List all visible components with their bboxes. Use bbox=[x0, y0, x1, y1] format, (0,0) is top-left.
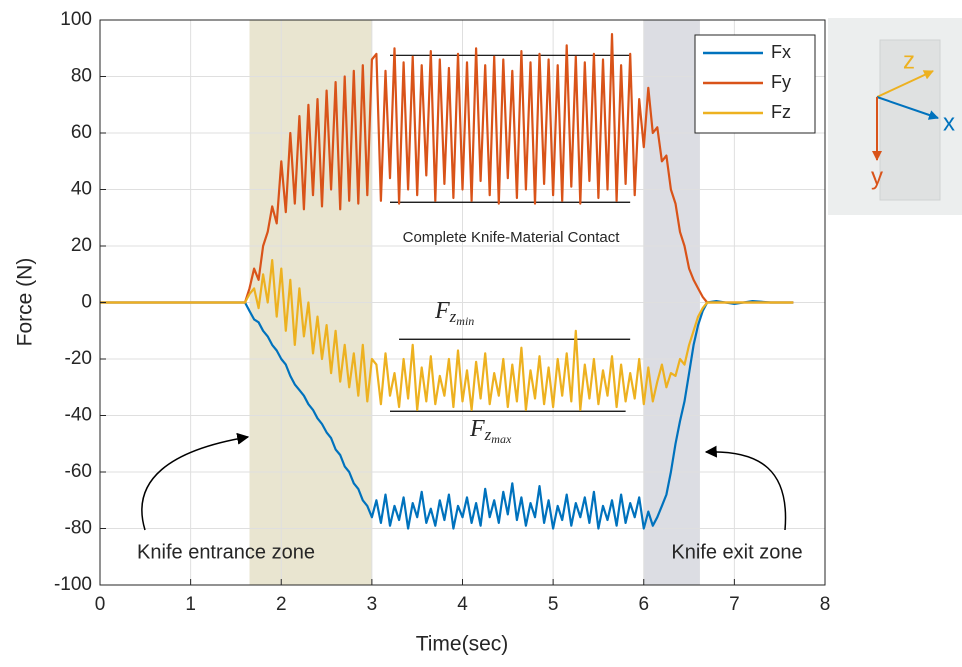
y-tick-label: 40 bbox=[71, 179, 92, 200]
annotation: Fzmax bbox=[469, 416, 512, 446]
annotation: Complete Knife-Material Contact bbox=[403, 229, 621, 246]
series-line bbox=[100, 259, 794, 411]
x-tick-label: 1 bbox=[185, 594, 196, 615]
legend-label: Fy bbox=[771, 72, 791, 92]
axis-arrow bbox=[876, 70, 934, 98]
x-tick-label: 7 bbox=[729, 594, 740, 615]
y-tick-label: -20 bbox=[65, 348, 92, 369]
x-tick-label: 2 bbox=[276, 594, 287, 615]
y-tick-label: -80 bbox=[65, 518, 92, 539]
inset: z x y bbox=[828, 18, 962, 215]
y-tick-label: -40 bbox=[65, 405, 92, 426]
y-tick-label: -60 bbox=[65, 461, 92, 482]
x-tick-label: 0 bbox=[95, 594, 106, 615]
inset-label: y bbox=[871, 163, 883, 190]
series-lines bbox=[100, 33, 794, 530]
inset-photo bbox=[879, 39, 941, 201]
annotation: Fzmin bbox=[434, 298, 474, 328]
axis-arrow bbox=[876, 96, 939, 120]
x-tick-label: 3 bbox=[367, 594, 378, 615]
series-line bbox=[100, 300, 794, 530]
x-tick-label: 5 bbox=[548, 594, 559, 615]
arrow bbox=[141, 432, 250, 531]
legend-label: Fx bbox=[771, 42, 791, 62]
arrow bbox=[704, 445, 787, 531]
x-axis-label: Time(sec) bbox=[416, 633, 509, 656]
annotation: Knife exit zone bbox=[671, 541, 802, 563]
y-tick-label: 20 bbox=[71, 235, 92, 256]
ticks: 0 1 2 3 4 5 6 7 8 -100 -80 -60 -40 -20 0 20 40 60 80 100 bbox=[54, 9, 830, 615]
inset-label: x bbox=[943, 109, 955, 136]
legend-label: Fz bbox=[771, 102, 791, 122]
y-tick-label: 100 bbox=[60, 9, 92, 30]
y-tick-label: 0 bbox=[81, 292, 92, 313]
x-tick-label: 4 bbox=[457, 594, 468, 615]
y-tick-label: 60 bbox=[71, 122, 92, 143]
inset-label: z bbox=[903, 47, 915, 74]
y-tick-label: -100 bbox=[54, 574, 92, 595]
y-axis-label: Force (N) bbox=[14, 258, 37, 347]
legend: Fx Fy Fz bbox=[694, 34, 816, 134]
x-tick-label: 8 bbox=[820, 594, 831, 615]
y-tick-label: 80 bbox=[71, 66, 92, 87]
series-line bbox=[100, 33, 794, 304]
annotation: Knife entrance zone bbox=[137, 541, 315, 563]
x-tick-label: 6 bbox=[638, 594, 649, 615]
